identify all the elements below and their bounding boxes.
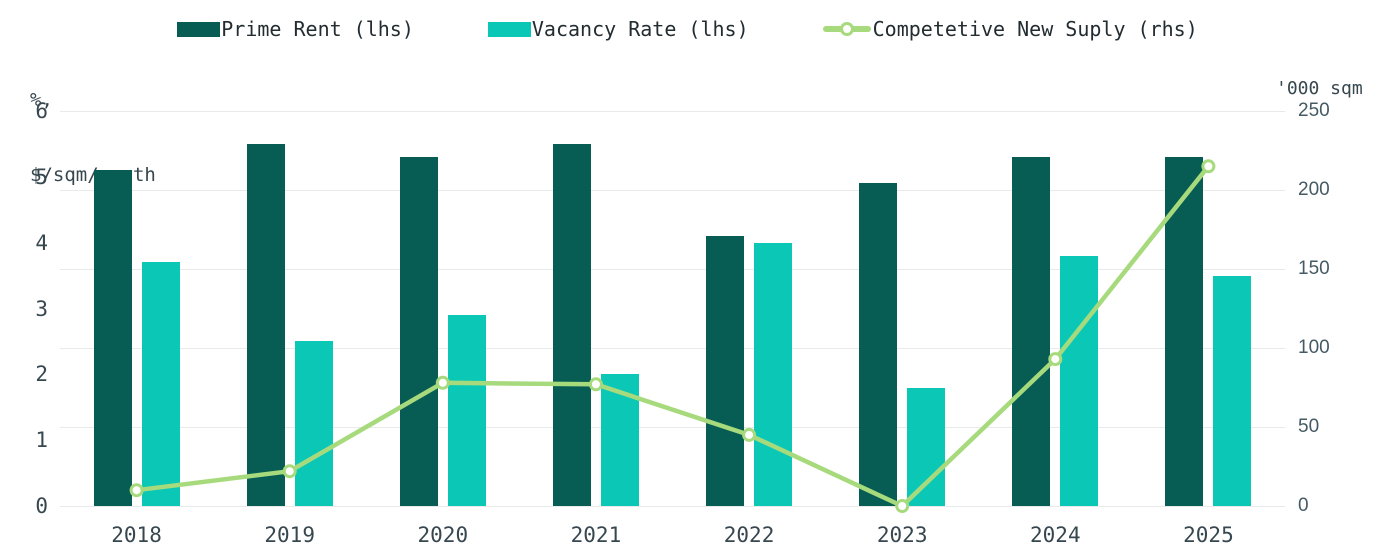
prime-rent-bar-2020: [399, 157, 438, 506]
vacancy-rate-swatch-icon: [487, 21, 531, 37]
prime-rent-bar-2021: [552, 143, 591, 506]
right-tick-200: 200: [1298, 179, 1330, 200]
x-label-2021: 2021: [570, 523, 622, 547]
bar-group-2023: [826, 111, 979, 506]
x-label-2022: 2022: [723, 523, 775, 547]
right-tick-100: 100: [1298, 337, 1330, 358]
x-label-2020: 2020: [417, 523, 469, 547]
prime-rent-swatch-icon: [177, 21, 221, 37]
x-label-2018: 2018: [111, 523, 162, 547]
bar-group-2018: [60, 111, 213, 506]
right-tick-0: 0: [1298, 495, 1309, 516]
bar-group-2022: [673, 111, 826, 506]
bar-group-2024: [979, 111, 1132, 506]
legend-item-new-supply: Competetive New Suply (rhs): [822, 17, 1198, 41]
bar-group-2019: [213, 111, 366, 506]
left-tick-2: 2: [35, 362, 48, 387]
supply-marker-2019: [282, 464, 297, 479]
new-supply-marker-icon: [839, 22, 854, 36]
left-tick-3: 3: [35, 296, 48, 321]
x-label-2025: 2025: [1183, 523, 1234, 547]
left-tick-0: 0: [35, 494, 48, 518]
vacancy-rate-bar-2023: [907, 387, 946, 506]
right-tick-150: 150: [1298, 258, 1330, 279]
left-axis-title-line1: %,: [30, 89, 53, 111]
left-tick-1: 1: [35, 428, 48, 453]
left-tick-6: 6: [35, 99, 48, 123]
x-label-2023: 2023: [876, 523, 928, 547]
vacancy-rate-bar-2018: [141, 262, 180, 506]
prime-rent-bar-2023: [859, 183, 898, 506]
x-label-2019: 2019: [264, 523, 315, 547]
new-supply-line-swatch-icon: [822, 22, 871, 36]
supply-marker-2024: [1048, 352, 1063, 367]
supply-marker-2021: [588, 377, 603, 392]
prime-rent-bar-2019: [246, 143, 285, 506]
supply-marker-2023: [895, 499, 910, 513]
left-tick-5: 5: [35, 164, 48, 189]
gridline: [60, 506, 1285, 507]
legend-label-vacancy-rate: Vacancy Rate (lhs): [531, 17, 749, 41]
prime-rent-bar-2022: [706, 236, 745, 506]
plot-area: [60, 111, 1285, 513]
supply-marker-2018: [129, 483, 144, 498]
vacancy-rate-bar-2019: [294, 341, 333, 506]
legend-item-vacancy-rate: Vacancy Rate (lhs): [487, 17, 749, 41]
supply-marker-2020: [435, 375, 450, 390]
right-axis-title: '000 sqm: [1276, 78, 1363, 99]
vacancy-rate-bar-2022: [754, 242, 793, 506]
legend-label-prime-rent: Prime Rent (lhs): [221, 17, 414, 41]
legend: Prime Rent (lhs) Vacancy Rate (lhs) Comp…: [0, 16, 1375, 42]
gridline: [60, 190, 1285, 191]
bar-group-2021: [519, 111, 672, 506]
x-label-2024: 2024: [1030, 523, 1081, 547]
supply-line: [134, 164, 1211, 509]
gridline: [60, 111, 1285, 112]
gridline: [60, 269, 1285, 270]
legend-item-prime-rent: Prime Rent (lhs): [177, 17, 414, 41]
legend-label-new-supply: Competetive New Suply (rhs): [872, 17, 1198, 41]
supply-marker-2025: [1201, 159, 1216, 174]
prime-rent-bar-2018: [93, 170, 132, 506]
vacancy-rate-bar-2025: [1213, 275, 1252, 506]
bar-group-2020: [366, 111, 519, 506]
supply-line-layer: [129, 159, 1216, 513]
right-tick-50: 50: [1298, 416, 1320, 437]
vacancy-rate-bar-2024: [1060, 255, 1099, 506]
left-tick-4: 4: [35, 230, 48, 255]
vacancy-rate-bar-2020: [447, 315, 486, 506]
prime-rent-bar-2024: [1012, 157, 1051, 506]
supply-marker-2022: [742, 427, 757, 442]
gridline: [60, 348, 1285, 349]
right-tick-250: 250: [1298, 100, 1330, 121]
gridline: [60, 427, 1285, 428]
